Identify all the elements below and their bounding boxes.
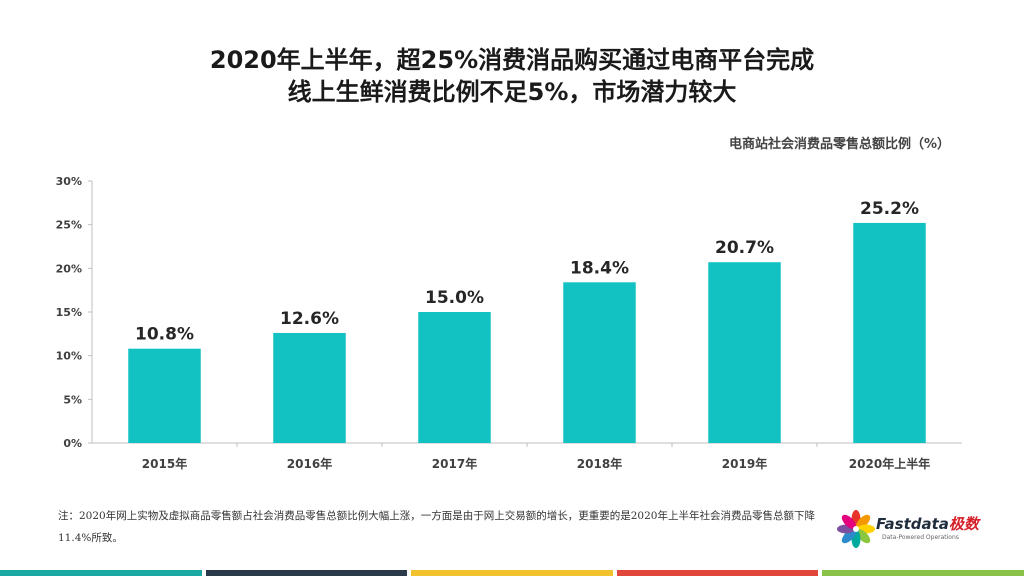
x-tick-label: 2018年 — [577, 456, 622, 471]
logo-tagline: Data-Powered Operations — [882, 534, 959, 541]
data-label: 12.6% — [280, 309, 339, 329]
y-tick-label: 0% — [63, 437, 82, 450]
logo-petal — [855, 528, 871, 544]
y-tick-label: 5% — [63, 393, 82, 406]
y-tick-label: 15% — [56, 306, 82, 319]
x-tick-label: 2017年 — [432, 456, 477, 471]
bar — [708, 262, 781, 443]
page-title-line2: 线上生鲜消费比例不足5%，市场潜力较大 — [287, 78, 737, 106]
data-label: 15.0% — [425, 288, 484, 308]
bar — [128, 348, 201, 443]
x-tick-label: 2020年上半年 — [849, 456, 930, 471]
logo-name-main: Fastdata — [876, 515, 949, 533]
y-tick-label: 30% — [56, 175, 82, 188]
y-tick-label: 20% — [56, 262, 82, 275]
y-tick-label: 10% — [56, 350, 82, 363]
logo-petal — [841, 528, 857, 544]
bar — [273, 332, 346, 443]
data-label: 18.4% — [570, 258, 629, 278]
logo-petal — [841, 514, 857, 530]
data-label: 25.2% — [860, 199, 919, 219]
x-tick-label: 2015年 — [142, 456, 187, 471]
y-tick-label: 25% — [56, 219, 82, 232]
bar — [418, 312, 491, 443]
logo-center — [853, 526, 859, 532]
x-tick-label: 2016年 — [287, 456, 332, 471]
footer-color-segment — [822, 570, 1024, 576]
footer-color-segment — [0, 570, 202, 576]
bar — [563, 282, 636, 443]
page-title-line1: 2020年上半年，超25%消费消品购买通过电商平台完成 — [209, 46, 815, 74]
chart-title: 电商站社会消费品零售总额比例（%） — [728, 137, 950, 152]
logo-petal — [855, 514, 871, 530]
logo: Fastdata极数 Data-Powered Operations — [836, 506, 986, 552]
data-label: 10.8% — [135, 325, 194, 345]
bar — [853, 222, 926, 443]
footer-color-segment — [205, 570, 408, 576]
footer-color-segment — [616, 570, 819, 576]
bar-chart: 0% 5% 10% 15% 20% 25% 30% 10.8% 2015年 12.6% 2016年 1… — [56, 175, 962, 471]
logo-name-accent: 极数 — [948, 515, 979, 533]
footer-color-bar — [0, 570, 1024, 576]
footer-color-segment — [411, 570, 613, 576]
data-label: 20.7% — [715, 238, 774, 258]
flower-logo-icon — [837, 510, 875, 548]
x-tick-label: 2019年 — [722, 456, 767, 471]
footnote: 注：2020年网上实物及虚拟商品零售额占社会消费品零售总额比例大幅上涨，一方面是… — [58, 510, 815, 544]
logo-name: Fastdata极数 — [876, 513, 979, 534]
